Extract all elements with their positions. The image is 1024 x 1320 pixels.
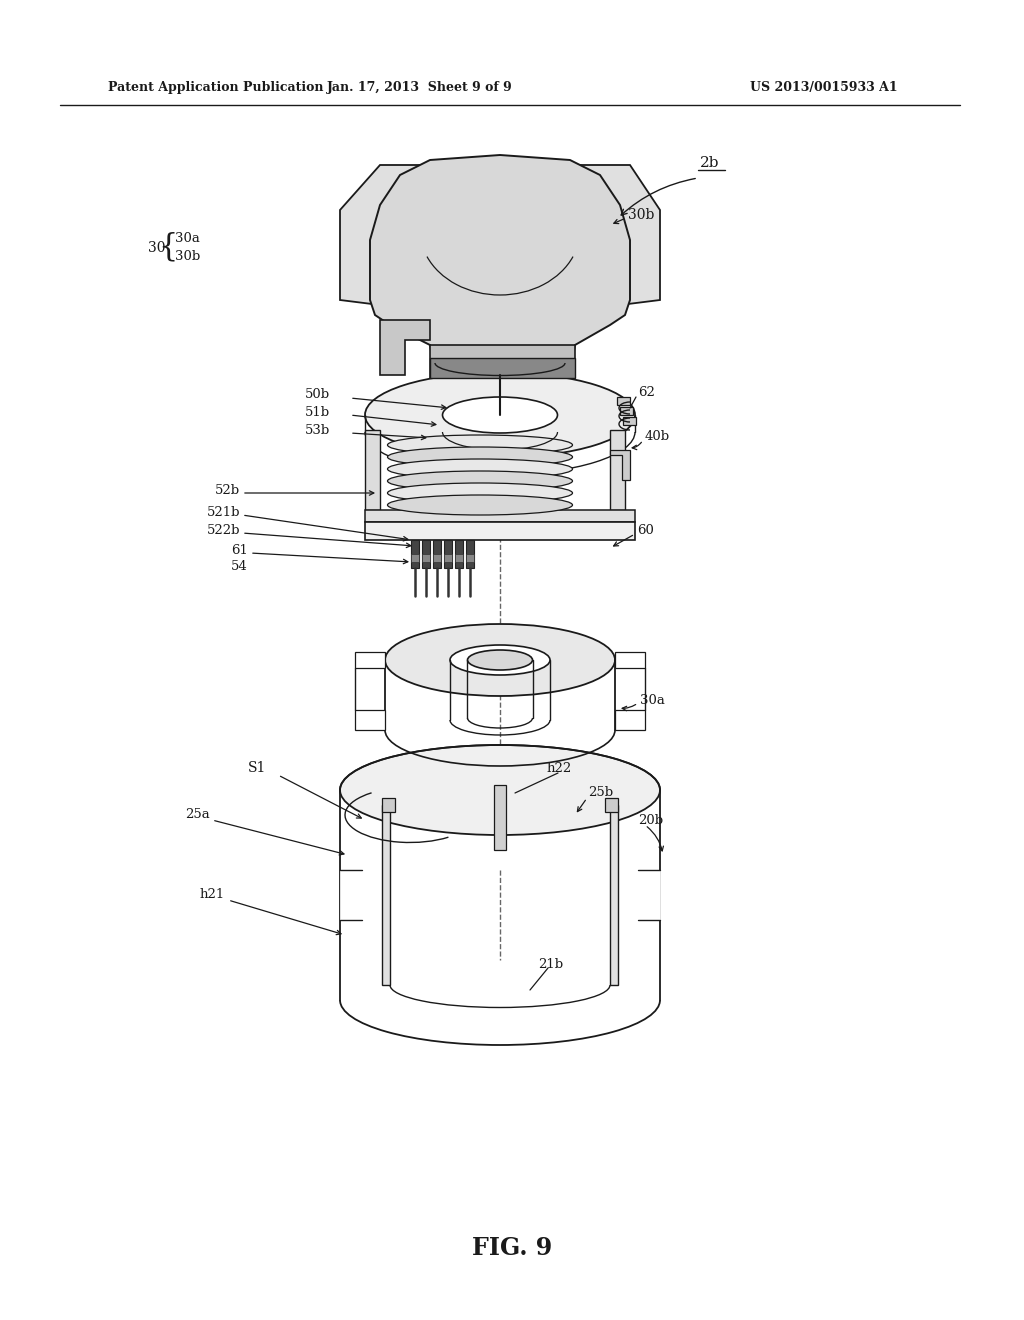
Polygon shape <box>370 154 630 375</box>
Ellipse shape <box>385 624 615 696</box>
Polygon shape <box>615 710 645 730</box>
Polygon shape <box>444 554 452 562</box>
Polygon shape <box>340 165 660 319</box>
Polygon shape <box>610 430 625 510</box>
Polygon shape <box>620 407 633 414</box>
Text: US 2013/0015933 A1: US 2013/0015933 A1 <box>750 82 898 95</box>
Text: 40b: 40b <box>645 430 670 444</box>
Text: 30a: 30a <box>175 231 200 244</box>
Text: 52b: 52b <box>215 483 240 496</box>
Polygon shape <box>411 540 419 568</box>
Text: 21b: 21b <box>538 958 563 972</box>
Ellipse shape <box>468 649 532 671</box>
Text: 62: 62 <box>638 387 655 400</box>
Polygon shape <box>610 450 630 480</box>
Polygon shape <box>365 430 380 510</box>
Text: 60: 60 <box>637 524 654 536</box>
Text: 522b: 522b <box>207 524 240 536</box>
Polygon shape <box>617 397 630 405</box>
Text: 53b: 53b <box>305 424 331 437</box>
Ellipse shape <box>387 495 572 515</box>
Text: S1: S1 <box>248 762 266 775</box>
Polygon shape <box>380 319 430 375</box>
Text: h22: h22 <box>547 762 572 775</box>
Text: 54: 54 <box>231 561 248 573</box>
Polygon shape <box>355 652 385 668</box>
Polygon shape <box>411 554 419 562</box>
Text: 61: 61 <box>231 544 248 557</box>
Text: Patent Application Publication: Patent Application Publication <box>108 82 324 95</box>
Polygon shape <box>466 540 474 568</box>
Polygon shape <box>365 521 635 540</box>
Text: 51b: 51b <box>305 405 330 418</box>
Polygon shape <box>623 417 636 425</box>
Polygon shape <box>422 540 430 568</box>
Ellipse shape <box>442 397 557 433</box>
Ellipse shape <box>365 372 635 458</box>
Polygon shape <box>433 540 441 568</box>
Text: 25a: 25a <box>185 808 210 821</box>
Text: 30b: 30b <box>175 249 201 263</box>
Text: 2b: 2b <box>700 156 720 170</box>
Text: 20b: 20b <box>638 813 664 826</box>
Text: h21: h21 <box>200 888 225 902</box>
Ellipse shape <box>387 471 572 491</box>
Ellipse shape <box>387 483 572 503</box>
Polygon shape <box>422 554 430 562</box>
Polygon shape <box>382 805 390 985</box>
Text: 521b: 521b <box>207 506 240 519</box>
Polygon shape <box>430 358 575 378</box>
Ellipse shape <box>387 436 572 455</box>
Polygon shape <box>355 710 385 730</box>
Polygon shape <box>615 652 645 668</box>
Text: 25b: 25b <box>588 787 613 800</box>
Polygon shape <box>444 540 452 568</box>
Polygon shape <box>340 870 362 920</box>
Polygon shape <box>433 554 441 562</box>
Polygon shape <box>605 799 618 812</box>
Text: {: { <box>158 231 177 263</box>
Text: 50b: 50b <box>305 388 330 401</box>
Polygon shape <box>466 554 474 562</box>
Polygon shape <box>455 554 463 562</box>
Ellipse shape <box>387 459 572 479</box>
Polygon shape <box>610 805 618 985</box>
Polygon shape <box>430 345 575 378</box>
Text: Jan. 17, 2013  Sheet 9 of 9: Jan. 17, 2013 Sheet 9 of 9 <box>327 82 513 95</box>
Text: 30: 30 <box>148 242 166 255</box>
Polygon shape <box>638 870 660 920</box>
Polygon shape <box>455 540 463 568</box>
Ellipse shape <box>340 744 660 836</box>
Polygon shape <box>494 785 506 850</box>
Polygon shape <box>365 510 635 521</box>
Ellipse shape <box>387 447 572 467</box>
Text: 30a: 30a <box>640 693 665 706</box>
Ellipse shape <box>450 645 550 675</box>
Text: 30b: 30b <box>628 209 654 222</box>
Polygon shape <box>382 799 395 812</box>
Text: FIG. 9: FIG. 9 <box>472 1236 552 1261</box>
